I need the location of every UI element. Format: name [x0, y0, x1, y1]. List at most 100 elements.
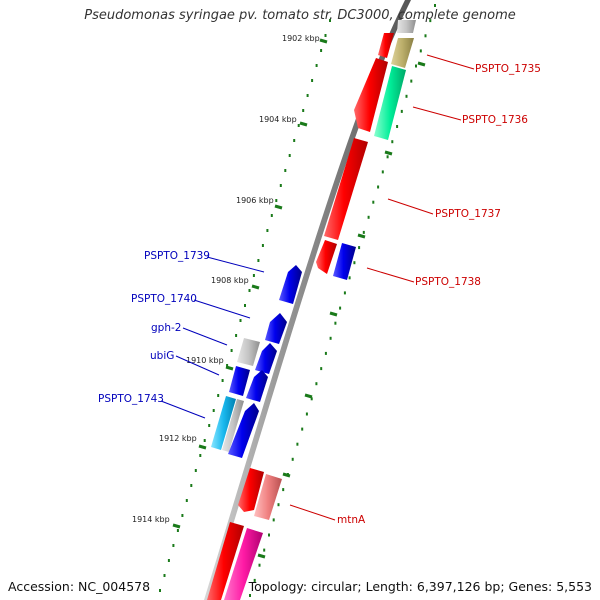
ruler-dot: [282, 488, 285, 492]
reverse-strand-genes: [211, 265, 302, 458]
ruler-dot: [167, 559, 170, 562]
gene-arrow[interactable]: [224, 528, 263, 600]
ruler-dot: [302, 109, 305, 112]
ruler-dot: [405, 94, 408, 98]
ruler-dot: [334, 321, 337, 325]
ruler-dot: [377, 185, 380, 189]
ruler-dot: [194, 469, 197, 472]
gene-arrow[interactable]: [374, 66, 406, 140]
ruler-dot: [362, 230, 365, 234]
ruler-dot: [288, 154, 291, 157]
ruler-dot: [324, 351, 327, 355]
genome-title: Pseudomonas syringae pv. tomato str. DC3…: [84, 8, 516, 23]
gene-label-pspto-1736[interactable]: PSPTO_1736: [462, 114, 528, 126]
ruler-dot: [310, 397, 313, 401]
ruler-dot: [301, 427, 304, 431]
ruler-dot: [434, 4, 436, 7]
ruler-dot: [221, 379, 224, 382]
gene-arrow[interactable]: [238, 468, 264, 512]
genome-summary-text: Topology: circular; Length: 6,397,126 bp…: [248, 579, 592, 594]
gene-arrow[interactable]: [237, 338, 260, 366]
ruler-dot: [261, 244, 264, 247]
ruler-dot: [358, 246, 361, 250]
ruler-dot: [391, 140, 394, 144]
gene-arrow[interactable]: [279, 265, 302, 304]
tick-label-1904: 1904 kbp: [259, 115, 297, 124]
tick-label-1914: 1914 kbp: [132, 515, 170, 524]
gene-arrow[interactable]: [316, 240, 337, 274]
gene-label-pspto-1740[interactable]: PSPTO_1740: [131, 293, 197, 305]
gene-arrow[interactable]: [255, 343, 277, 374]
gene-arrow[interactable]: [397, 20, 416, 33]
ruler-dot: [297, 124, 300, 127]
ruler-dot: [296, 442, 299, 446]
tick-mark: [198, 444, 207, 450]
ruler-dot: [329, 336, 332, 340]
ruler-dot: [315, 64, 318, 67]
ruler-dot: [199, 454, 202, 457]
ruler-dot: [253, 578, 256, 582]
gene-label-pspto-1743[interactable]: PSPTO_1743: [98, 393, 164, 405]
ruler-dot: [372, 200, 375, 204]
ruler-dot: [190, 484, 193, 487]
ruler-dot: [320, 367, 323, 371]
tick-label-1910: 1910 kbp: [186, 356, 224, 365]
gene-label-pspto-1737[interactable]: PSPTO_1737: [435, 208, 501, 220]
tick-mark: [225, 365, 234, 371]
ruler-dot: [172, 544, 175, 547]
ruler-dot: [348, 276, 351, 280]
ruler-dot: [257, 259, 260, 262]
kbp-ticks: [172, 38, 328, 529]
gene-arrow[interactable]: [229, 366, 250, 396]
ruler-dot: [163, 574, 166, 577]
ruler-dot: [293, 139, 296, 142]
kbp-ticks-outer: [257, 61, 426, 559]
reverse-label-leaders: [160, 256, 265, 419]
gene-arrow[interactable]: [333, 243, 356, 280]
tick-mark: [417, 61, 426, 67]
tick-mark: [357, 233, 366, 239]
gene-arrow[interactable]: [265, 313, 287, 344]
ruler-dot: [324, 34, 327, 37]
gene-arrow[interactable]: [354, 58, 388, 132]
ruler-dot: [266, 229, 269, 232]
gene-label-pspto-1738[interactable]: PSPTO_1738: [415, 276, 481, 288]
gene-label-ubig[interactable]: ubiG: [150, 350, 174, 362]
ruler-dot: [353, 261, 356, 265]
tick-label-1906: 1906 kbp: [236, 196, 274, 205]
gene-label-pspto-1739[interactable]: PSPTO_1739: [144, 250, 210, 262]
ruler-dot: [396, 125, 399, 128]
gene-arrow[interactable]: [246, 370, 268, 402]
gene-arrow[interactable]: [324, 138, 368, 240]
gene-arrow[interactable]: [211, 396, 236, 450]
gene-arrow[interactable]: [207, 522, 244, 600]
forward-label-leaders: [289, 54, 475, 521]
ruler-dots: [159, 4, 436, 597]
ruler-dot: [203, 439, 206, 442]
ruler-dot: [415, 64, 417, 68]
accession-text: Accession: NC_004578: [8, 579, 151, 594]
ruler-dot: [181, 514, 184, 517]
ruler-dot: [249, 594, 251, 597]
gene-arrow[interactable]: [222, 399, 244, 452]
gene-label-mtna[interactable]: mtnA: [337, 514, 366, 526]
ruler-dot: [244, 304, 246, 307]
gene-arrow[interactable]: [228, 403, 259, 458]
ruler-dot: [291, 457, 294, 461]
ruler-dot: [268, 533, 270, 537]
ruler-dot: [429, 19, 432, 23]
gene-arrow[interactable]: [391, 38, 414, 68]
gene-arrow[interactable]: [254, 474, 282, 520]
forward-gene-labels: PSPTO_1735 PSPTO_1736 PSPTO_1737 PSPTO_1…: [337, 63, 541, 526]
ruler-dot: [270, 214, 273, 217]
ruler-dot: [230, 349, 233, 352]
reverse-gene-labels: PSPTO_1739 PSPTO_1740 gph-2 ubiG PSPTO_1…: [98, 250, 210, 405]
ruler-dot: [226, 364, 229, 367]
ruler-dot: [185, 499, 188, 502]
gene-arrow[interactable]: [378, 33, 394, 58]
tick-mark: [172, 523, 181, 529]
gene-label-pspto-1735[interactable]: PSPTO_1735: [475, 63, 541, 75]
ruler-dot: [381, 170, 384, 174]
gene-label-gph-2[interactable]: gph-2: [151, 322, 181, 334]
ruler-dot: [400, 109, 403, 113]
